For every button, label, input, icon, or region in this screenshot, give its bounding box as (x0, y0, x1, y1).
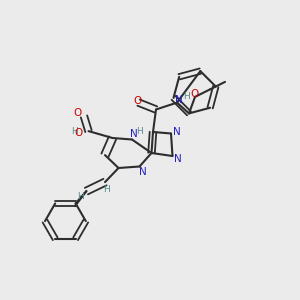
Text: O: O (133, 96, 141, 106)
Text: N: N (130, 129, 137, 139)
Text: N: N (172, 127, 180, 137)
Text: O: O (190, 89, 199, 100)
Text: H: H (78, 192, 84, 201)
Text: H: H (183, 92, 189, 101)
Text: N: N (139, 167, 146, 177)
Text: H: H (103, 185, 110, 194)
Text: N: N (175, 95, 182, 105)
Text: O: O (74, 128, 83, 139)
Text: N: N (174, 154, 182, 164)
Text: O: O (74, 107, 82, 118)
Text: H: H (136, 127, 143, 136)
Text: H: H (71, 127, 78, 136)
